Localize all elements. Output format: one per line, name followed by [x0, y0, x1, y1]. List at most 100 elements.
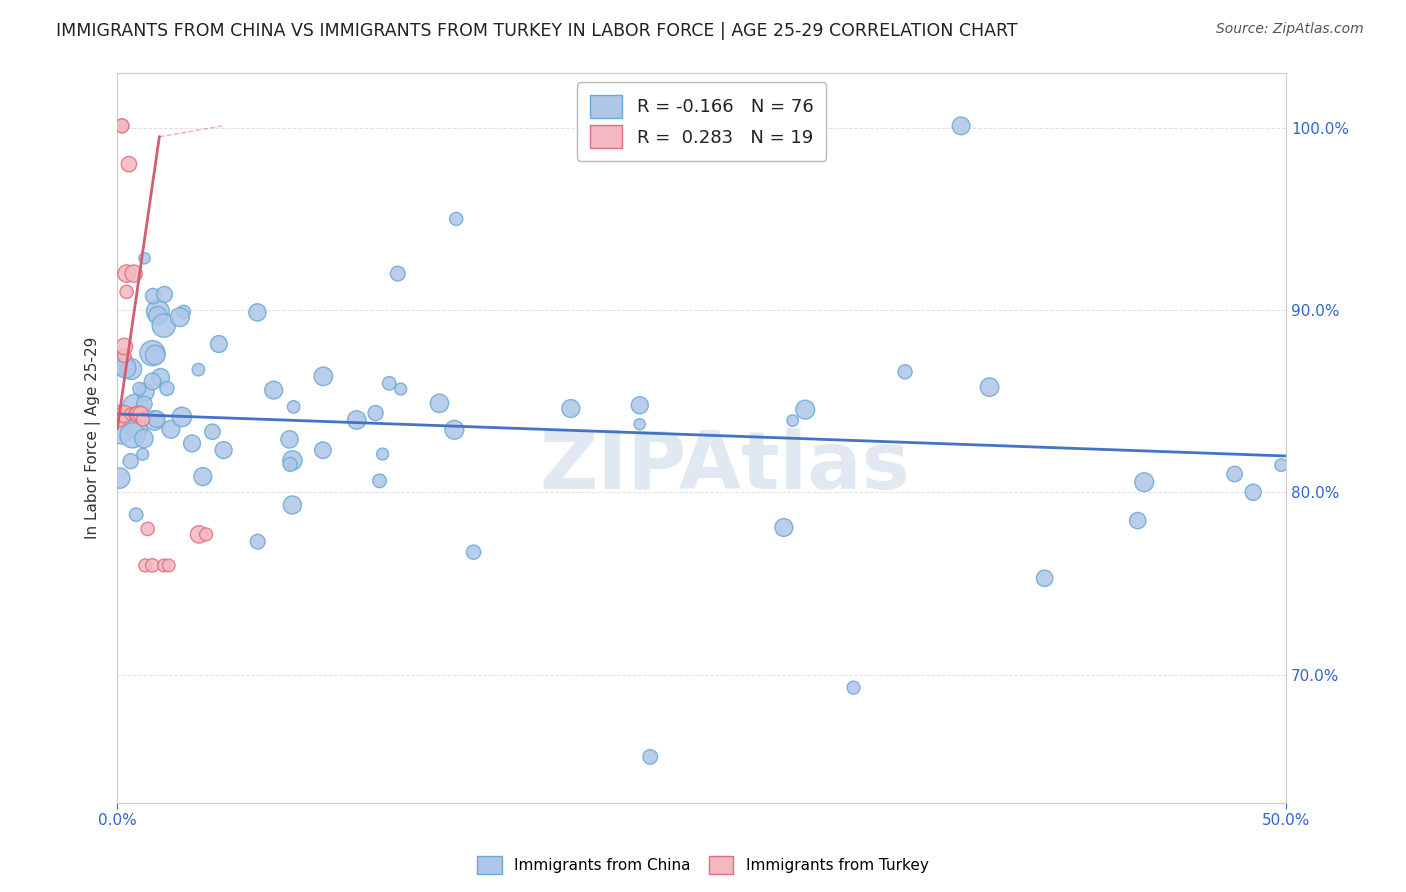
- Point: [111, 119, 134, 133]
- Point: [132, 412, 155, 426]
- Point: [560, 401, 582, 416]
- Point: [201, 425, 224, 439]
- Point: [312, 369, 335, 384]
- Point: [146, 309, 169, 323]
- Point: [281, 498, 304, 512]
- Point: [638, 750, 661, 764]
- Point: [1133, 475, 1156, 490]
- Point: [283, 400, 305, 414]
- Point: [114, 360, 136, 375]
- Point: [149, 370, 172, 384]
- Point: [115, 267, 138, 281]
- Text: IMMIGRANTS FROM CHINA VS IMMIGRANTS FROM TURKEY IN LABOR FORCE | AGE 25-29 CORRE: IMMIGRANTS FROM CHINA VS IMMIGRANTS FROM…: [56, 22, 1018, 40]
- Point: [108, 412, 131, 426]
- Point: [134, 397, 156, 411]
- Point: [794, 402, 817, 417]
- Point: [112, 407, 135, 421]
- Point: [346, 413, 368, 427]
- Point: [115, 285, 138, 299]
- Point: [628, 398, 651, 412]
- Point: [129, 407, 152, 421]
- Point: [281, 453, 304, 467]
- Point: [463, 545, 485, 559]
- Point: [263, 383, 285, 397]
- Point: [364, 406, 387, 420]
- Point: [160, 422, 183, 436]
- Text: ZIPAtlas: ZIPAtlas: [540, 428, 910, 506]
- Point: [108, 407, 131, 421]
- Point: [191, 469, 214, 483]
- Point: [156, 381, 179, 395]
- Point: [169, 310, 191, 325]
- Point: [122, 267, 145, 281]
- Point: [143, 348, 166, 362]
- Point: [110, 356, 132, 370]
- Point: [894, 365, 917, 379]
- Point: [444, 211, 467, 226]
- Point: [134, 384, 156, 399]
- Point: [120, 407, 142, 421]
- Legend: Immigrants from China, Immigrants from Turkey: Immigrants from China, Immigrants from T…: [471, 850, 935, 880]
- Point: [371, 447, 394, 461]
- Point: [108, 471, 131, 485]
- Point: [188, 527, 211, 541]
- Point: [1270, 458, 1292, 472]
- Point: [141, 346, 163, 360]
- Point: [387, 267, 409, 281]
- Point: [134, 252, 156, 266]
- Point: [134, 558, 156, 573]
- Point: [152, 318, 174, 333]
- Point: [128, 382, 150, 396]
- Point: [378, 376, 401, 391]
- Point: [143, 413, 166, 427]
- Point: [195, 527, 218, 541]
- Point: [246, 305, 269, 319]
- Point: [145, 412, 167, 426]
- Point: [368, 474, 391, 488]
- Point: [389, 382, 412, 396]
- Point: [278, 458, 301, 472]
- Point: [127, 407, 149, 421]
- Point: [112, 340, 135, 354]
- Point: [1126, 514, 1149, 528]
- Point: [120, 454, 142, 468]
- Point: [120, 362, 142, 376]
- Point: [429, 396, 451, 410]
- Point: [118, 157, 141, 171]
- Point: [628, 417, 651, 432]
- Point: [132, 432, 155, 446]
- Point: [1223, 467, 1246, 481]
- Point: [124, 400, 146, 414]
- Point: [187, 362, 209, 376]
- Point: [141, 375, 163, 389]
- Point: [125, 407, 148, 421]
- Text: Source: ZipAtlas.com: Source: ZipAtlas.com: [1216, 22, 1364, 37]
- Point: [212, 443, 235, 458]
- Point: [1033, 571, 1056, 585]
- Point: [979, 380, 1001, 394]
- Point: [153, 558, 176, 573]
- Point: [111, 119, 134, 133]
- Point: [170, 409, 193, 424]
- Point: [773, 520, 796, 534]
- Point: [127, 421, 149, 435]
- Point: [782, 414, 804, 428]
- Point: [125, 508, 148, 522]
- Point: [132, 447, 155, 461]
- Point: [136, 522, 159, 536]
- Point: [1241, 485, 1264, 500]
- Point: [173, 305, 195, 319]
- Point: [208, 337, 231, 351]
- Point: [278, 433, 301, 447]
- Point: [181, 436, 204, 450]
- Point: [950, 119, 973, 133]
- Point: [153, 287, 176, 301]
- Legend: R = -0.166   N = 76, R =  0.283   N = 19: R = -0.166 N = 76, R = 0.283 N = 19: [576, 82, 827, 161]
- Point: [443, 423, 465, 437]
- Point: [146, 304, 169, 318]
- Point: [141, 558, 163, 573]
- Point: [111, 426, 134, 441]
- Point: [157, 558, 180, 573]
- Point: [112, 349, 135, 363]
- Point: [842, 681, 865, 695]
